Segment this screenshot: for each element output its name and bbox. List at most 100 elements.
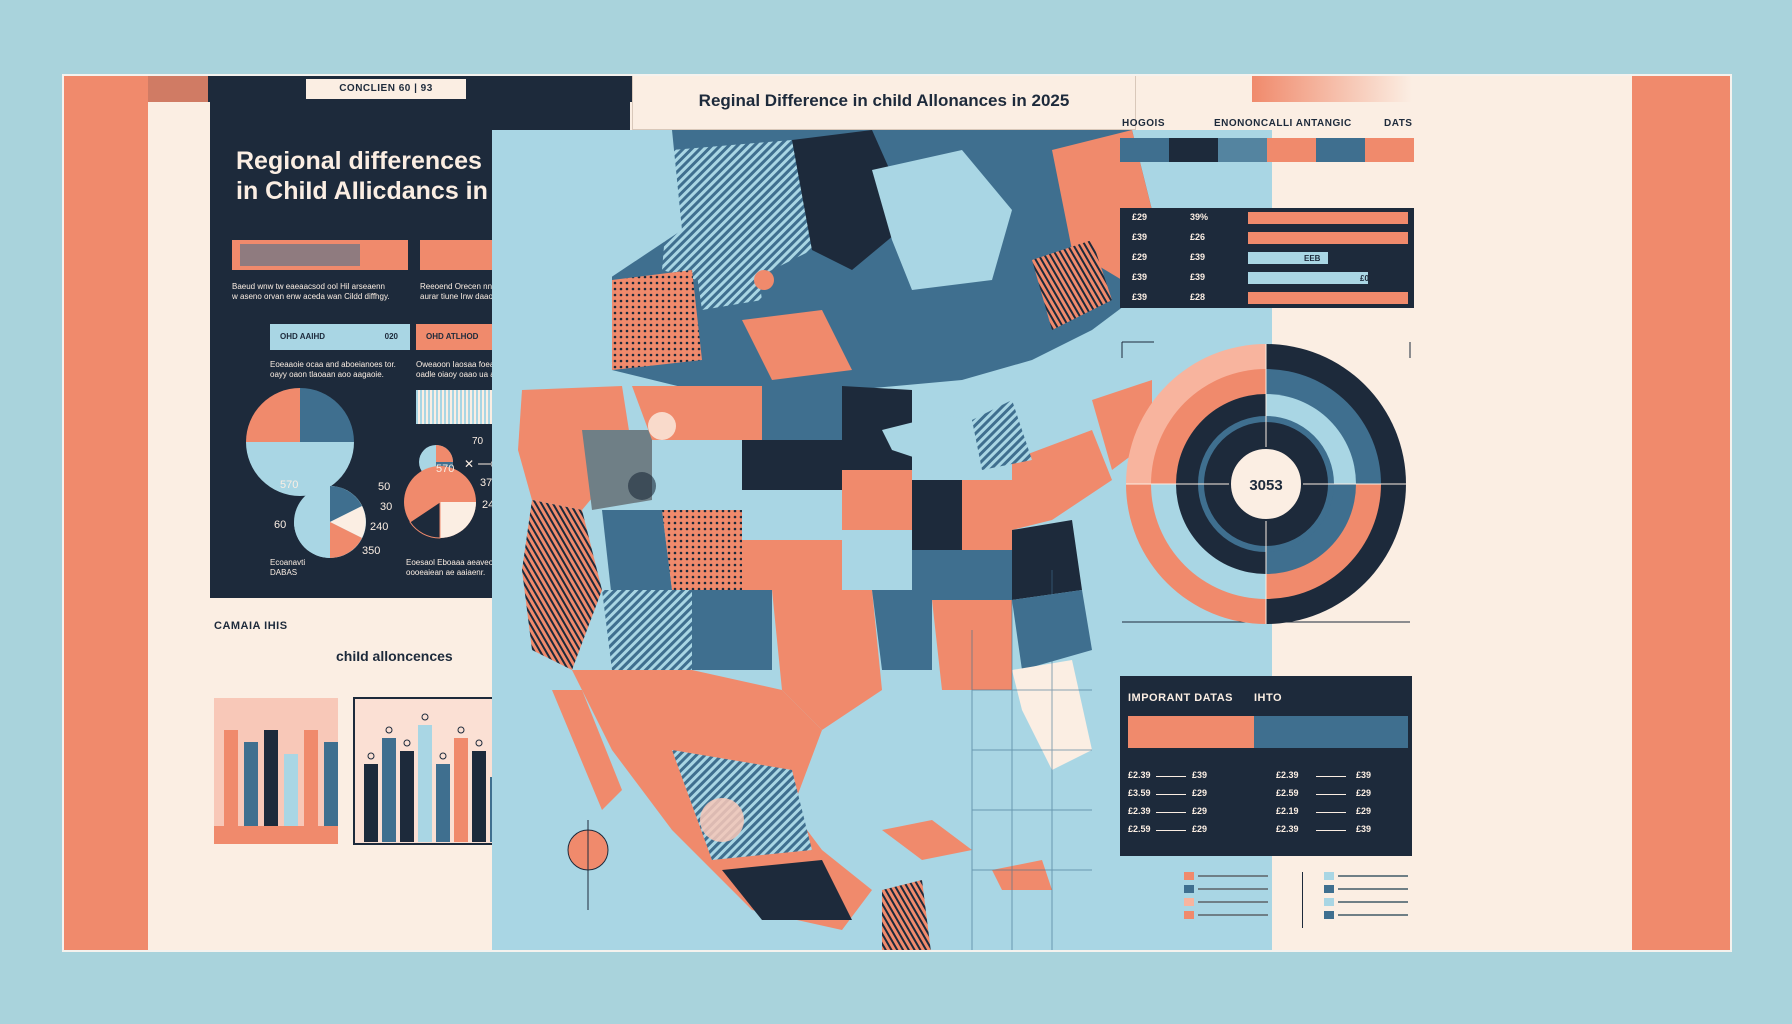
bar: [472, 751, 486, 842]
caption-right: Eoesaol Eboaaa aeaveo oooeaiean ae aaiae…: [406, 558, 494, 577]
caption-left: Ecoanavti DABAS: [270, 558, 306, 577]
map-state-illinois: [912, 480, 962, 550]
legend-c: DATS: [1384, 118, 1413, 129]
legend-swatch: [1324, 872, 1334, 880]
important-cell: £2.59: [1276, 788, 1299, 798]
legend-swatch: [1184, 911, 1194, 919]
bar: [244, 742, 258, 826]
map-state-pennsylvania-ny: [1012, 430, 1112, 530]
important-cell: £29: [1356, 788, 1372, 798]
legend-line: [1338, 901, 1408, 903]
legend-bar-seg-2: [1169, 138, 1218, 162]
bar: [304, 730, 318, 826]
map-region-labrador: [1032, 240, 1112, 330]
important-cell: £29: [1192, 788, 1208, 798]
important-cell: £39: [1356, 770, 1372, 780]
legend-bar: [1120, 138, 1414, 162]
bar-top-marker: [421, 713, 429, 721]
legend-bar-seg-3: [1218, 138, 1267, 162]
table-cell-a: £39: [1132, 232, 1148, 242]
table-bar-label-1: £0: [1360, 274, 1369, 283]
left-pie-charts: ✕ ⟶ ✕ 70 570 50 60 30 240 350 370 570 2: [246, 388, 508, 558]
map-marker-canada: [754, 270, 774, 290]
desc-right: Oweaoon Iaosaa foeanoo are the oadle oia…: [416, 360, 535, 379]
map-marker-mexico: [700, 798, 744, 842]
table-cell-b: 39%: [1190, 212, 1209, 222]
table-bar-1: [1248, 212, 1408, 224]
legend-bar-seg-6: [1365, 138, 1414, 162]
map-state-nebraska: [742, 490, 842, 540]
important-row-line: [1316, 794, 1346, 795]
infographic-frame: CONCLIEN 60 | 93 Reginal Difference in c…: [62, 74, 1732, 952]
note-left: Baeud wnw tw eaeaacsod ool Hil arseaenn …: [232, 282, 390, 301]
important-tag: IHTO: [1254, 692, 1283, 704]
map-state-nevada: [602, 510, 672, 600]
map-region-prairies: [692, 230, 762, 310]
pie-label-0: 570: [280, 479, 298, 491]
table-cell-a: £29: [1132, 252, 1148, 262]
bar-top-marker: [439, 752, 447, 760]
table-cell-b: £39: [1190, 272, 1206, 282]
table-bar-2: [1248, 232, 1408, 244]
map-state-indiana-ohio: [962, 480, 1012, 550]
pie-small-value: 70: [472, 436, 484, 447]
map-state-virginia: [1012, 520, 1082, 600]
pill-left-label: OHD AAIHD: [280, 332, 326, 341]
bar: [264, 730, 278, 826]
map-region-canada-central: [792, 130, 912, 270]
bar: [418, 725, 432, 842]
important-cell: £39: [1356, 824, 1372, 834]
map-state-kentucky-tn: [912, 550, 1012, 600]
bar: [284, 754, 298, 826]
map-region-alaska: [552, 130, 682, 290]
bottom-left-label: CAMAIA IHIS: [214, 620, 288, 632]
important-row-line: [1156, 830, 1186, 831]
map-region-bc: [612, 270, 702, 370]
pill-left[interactable]: OHD AAIHD 020: [270, 324, 410, 350]
legend-swatch: [1184, 872, 1194, 880]
data-table: £29 39% £39 £26 £29 £39 £39 £39 £39 £28 EEB £0: [1120, 208, 1414, 308]
map-state-colorado: [662, 510, 742, 590]
map-central-america: [882, 880, 931, 950]
table-bar-label-0: EEB: [1304, 254, 1321, 263]
map-baja: [552, 690, 622, 810]
map-state-michigan: [972, 400, 1032, 470]
legend-line: [1198, 901, 1268, 903]
legend-swatch: [1324, 911, 1334, 919]
important-row-line: [1156, 794, 1186, 795]
legend-b: ENONONCALLI ANTANGIC: [1214, 118, 1352, 129]
map-region-ontario-west: [742, 310, 852, 380]
important-cell: £3.59: [1128, 788, 1151, 798]
table-bar-4: [1248, 272, 1368, 284]
bar: [224, 730, 238, 826]
map-state-new-mexico: [692, 590, 772, 670]
map-state-arkansas-la: [872, 590, 932, 670]
map-state-wyoming: [652, 440, 742, 510]
pie-large: [246, 388, 354, 496]
bar-top-marker: [475, 739, 483, 747]
bar: [382, 738, 396, 842]
bottom-legend: [1184, 872, 1414, 932]
legend-line: [1338, 914, 1408, 916]
map-marker-montana: [648, 412, 676, 440]
legend-swatch: [1184, 885, 1194, 893]
legend-a: HOGOIS: [1122, 118, 1166, 129]
legend-swatch: [1324, 898, 1334, 906]
important-row-line: [1156, 812, 1186, 813]
map-state-kansas: [742, 540, 842, 590]
bars-left-group: [224, 730, 338, 826]
legend-swatch: [1324, 885, 1334, 893]
pie-label-1: 50: [378, 481, 390, 493]
map-state-arizona: [602, 590, 692, 670]
map-state-iowa: [842, 470, 912, 530]
stat-bar-left-overlay: [240, 244, 360, 266]
pie-medium-left: [294, 486, 366, 558]
important-row-line: [1316, 830, 1346, 831]
legend-line: [1198, 888, 1268, 890]
map-hudson-bay: [872, 150, 1012, 290]
header-tag: CONCLIEN 60 | 93: [306, 79, 466, 99]
important-row-line: [1156, 776, 1186, 777]
header-coral-block: [148, 76, 208, 102]
bar-chart-left-base: [214, 826, 338, 844]
map-state-texas: [772, 590, 882, 730]
